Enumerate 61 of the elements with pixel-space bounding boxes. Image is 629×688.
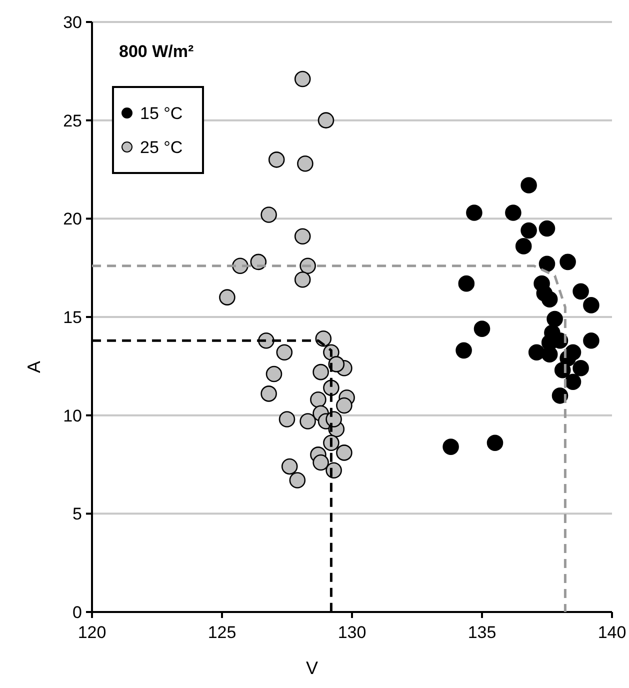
point (294, 228, 311, 244)
point (505, 204, 522, 221)
point (546, 310, 563, 328)
legend-label: 25 °C (140, 138, 183, 157)
point (541, 291, 558, 308)
y-tick-label: 0 (72, 602, 82, 622)
point (560, 254, 576, 270)
x-tick-label: 135 (468, 623, 496, 642)
point (572, 360, 589, 376)
point (336, 444, 352, 461)
line-series (90, 264, 566, 614)
point (583, 332, 600, 349)
point (278, 411, 296, 428)
y-tick-label: 25 (63, 111, 82, 130)
point (520, 177, 537, 194)
point (266, 366, 282, 382)
point (538, 256, 556, 272)
point (312, 454, 329, 471)
point (552, 388, 568, 404)
point (442, 438, 459, 455)
point (528, 344, 545, 361)
point (318, 112, 334, 128)
point (564, 374, 582, 390)
point (260, 386, 277, 402)
point (289, 472, 306, 488)
point (310, 391, 326, 408)
point (515, 238, 532, 254)
y-tick-label: 30 (63, 12, 82, 32)
x-tick-label: 125 (208, 623, 236, 642)
point (486, 434, 504, 451)
point (312, 364, 329, 380)
point (268, 152, 285, 168)
x-tick-label: 130 (338, 623, 366, 642)
y-tick-label: 5 (72, 504, 82, 524)
point (294, 70, 311, 88)
x-tick-label: 140 (598, 623, 626, 642)
point (219, 289, 236, 306)
y-tick-label: 10 (63, 406, 82, 426)
point (538, 220, 556, 237)
point (474, 320, 490, 337)
y-tick-label: 15 (63, 308, 82, 327)
point (520, 222, 537, 239)
point (328, 356, 345, 372)
point (300, 413, 316, 430)
point (572, 283, 589, 300)
x-axis-title: V (306, 658, 318, 678)
point (583, 297, 600, 314)
y-axis-title: A (24, 360, 44, 374)
legend-label: 15 °C (140, 104, 183, 123)
point (456, 342, 472, 359)
y-tick-label: 20 (63, 210, 82, 229)
point (458, 275, 475, 292)
point (336, 397, 352, 414)
x-tick-label: 120 (78, 623, 106, 642)
point (260, 206, 277, 223)
point (281, 458, 298, 475)
point (276, 344, 293, 361)
point (294, 272, 311, 288)
point (466, 204, 482, 221)
annotation: 800 W/m² (119, 42, 194, 61)
point (297, 155, 314, 172)
